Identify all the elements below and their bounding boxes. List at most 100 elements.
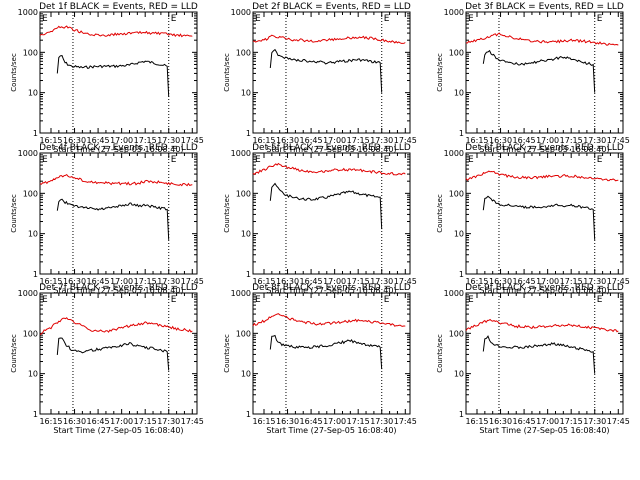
x-tick-label: 17:45 — [181, 277, 204, 286]
x-tick-label: 17:45 — [607, 136, 630, 145]
x-tick-label: 17:30 — [157, 417, 180, 426]
y-tick-label: 10 — [28, 89, 38, 98]
x-tick-label: 16:30 — [489, 136, 512, 145]
x-tick-label: 17:15 — [347, 417, 370, 426]
x-tick-label: 17:15 — [560, 277, 583, 286]
y-tick-label: 100 — [236, 48, 251, 57]
y-tick-label: 10 — [454, 370, 464, 379]
y-tick-label: 100 — [23, 48, 38, 57]
e-marker-right: E — [171, 14, 177, 24]
e-marker-right: E — [384, 14, 390, 24]
x-tick-label: 17:00 — [536, 417, 559, 426]
e-marker-right: E — [171, 295, 177, 305]
x-tick-label: 17:15 — [134, 417, 157, 426]
series-line-lld — [39, 25, 193, 38]
y-tick-label: 10 — [28, 370, 38, 379]
panel-title: Det 8f BLACK = Events, RED = LLD — [252, 283, 411, 293]
y-axis-label: Counts/sec — [436, 334, 444, 373]
plot-frame — [465, 292, 624, 415]
x-tick-label: 17:45 — [607, 417, 630, 426]
panel-title: Det 4f BLACK = Events, RED = LLD — [39, 143, 198, 153]
y-tick-label: 100 — [23, 329, 38, 338]
y-tick-label: 1 — [33, 270, 38, 279]
y-axis-label: Counts/sec — [436, 53, 444, 92]
series-line-events — [269, 334, 383, 370]
y-tick-label: 1 — [246, 129, 251, 138]
x-tick-label: 16:45 — [87, 277, 110, 286]
e-marker-left: E — [468, 14, 474, 24]
series-line-lld — [465, 318, 619, 333]
x-tick-label: 16:15 — [39, 136, 62, 145]
x-tick-label: 17:00 — [323, 136, 346, 145]
x-tick-label: 16:15 — [39, 277, 62, 286]
series-line-events — [269, 182, 383, 230]
series-line-events — [56, 55, 170, 97]
y-tick-label: 1000 — [18, 149, 38, 158]
panel-det-1: Det 1f BLACK = Events, RED = LLD 1 10 100 10… — [10, 2, 204, 154]
series-line-lld — [39, 317, 193, 335]
x-tick-label: 17:15 — [560, 136, 583, 145]
x-tick-label: 16:30 — [63, 136, 86, 145]
x-tick-label: 17:00 — [323, 277, 346, 286]
x-tick-label: 17:30 — [370, 136, 393, 145]
y-tick-label: 1000 — [18, 289, 38, 298]
x-tick-label: 16:45 — [513, 277, 536, 286]
panel-det-5: Det 5f BLACK = Events, RED = LLD 1 10 100 10… — [223, 143, 417, 295]
x-axis-label: Start Time (27-Sep-05 16:08:40) — [53, 286, 183, 295]
y-tick-label: 10 — [454, 89, 464, 98]
x-tick-label: 17:15 — [134, 277, 157, 286]
e-marker-right: E — [171, 155, 177, 165]
e-marker-right: E — [597, 14, 603, 24]
y-tick-label: 10 — [28, 230, 38, 239]
x-axis-label: Start Time (27-Sep-05 16:08:40) — [53, 145, 183, 154]
x-tick-label: 16:30 — [63, 417, 86, 426]
series-line-events — [56, 198, 170, 240]
y-axis-label: Counts/sec — [436, 194, 444, 233]
panel-title: Det 2f BLACK = Events, RED = LLD — [252, 2, 411, 12]
plot-frame — [252, 152, 411, 275]
x-tick-label: 16:30 — [276, 417, 299, 426]
plot-frame — [39, 292, 198, 415]
x-tick-label: 16:30 — [489, 277, 512, 286]
x-tick-label: 17:00 — [110, 277, 133, 286]
x-tick-label: 17:45 — [394, 136, 417, 145]
y-tick-label: 1 — [33, 129, 38, 138]
x-tick-label: 17:45 — [181, 417, 204, 426]
y-tick-label: 1000 — [231, 149, 251, 158]
x-tick-label: 16:45 — [300, 136, 323, 145]
x-tick-label: 17:00 — [110, 417, 133, 426]
x-tick-label: 16:15 — [465, 417, 488, 426]
y-tick-label: 10 — [241, 370, 251, 379]
x-tick-label: 16:30 — [276, 136, 299, 145]
e-marker-left: E — [42, 295, 48, 305]
y-tick-label: 10 — [454, 230, 464, 239]
y-tick-label: 100 — [23, 189, 38, 198]
panel-det-6: Det 6f BLACK = Events, RED = LLD 1 10 100 10… — [436, 143, 630, 295]
panel-det-4: Det 4f BLACK = Events, RED = LLD 1 10 100 10… — [10, 143, 204, 295]
y-tick-label: 100 — [449, 48, 464, 57]
panel-title: Det 9f BLACK = Events, RED = LLD — [465, 283, 624, 293]
e-marker-left: E — [42, 155, 48, 165]
y-tick-label: 1 — [33, 410, 38, 419]
e-marker-right: E — [597, 155, 603, 165]
y-tick-label: 1 — [246, 270, 251, 279]
x-axis-label: Start Time (27-Sep-05 16:08:40) — [266, 286, 396, 295]
panel-title: Det 3f BLACK = Events, RED = LLD — [465, 2, 624, 12]
y-tick-label: 10 — [241, 230, 251, 239]
plot-frame — [252, 11, 411, 134]
e-marker-left: E — [468, 295, 474, 305]
y-axis-label: Counts/sec — [10, 334, 18, 373]
e-marker-left: E — [255, 14, 261, 24]
y-tick-label: 1000 — [444, 289, 464, 298]
y-tick-label: 1 — [459, 410, 464, 419]
panel-title: Det 1f BLACK = Events, RED = LLD — [39, 2, 198, 12]
x-tick-label: 16:15 — [465, 136, 488, 145]
x-tick-label: 17:30 — [583, 136, 606, 145]
y-axis-label: Counts/sec — [223, 194, 231, 233]
x-axis-label: Start Time (27-Sep-05 16:08:40) — [266, 145, 396, 154]
x-tick-label: 17:30 — [370, 417, 393, 426]
x-tick-label: 16:15 — [465, 277, 488, 286]
x-tick-label: 16:45 — [513, 417, 536, 426]
series-line-lld — [39, 173, 193, 187]
